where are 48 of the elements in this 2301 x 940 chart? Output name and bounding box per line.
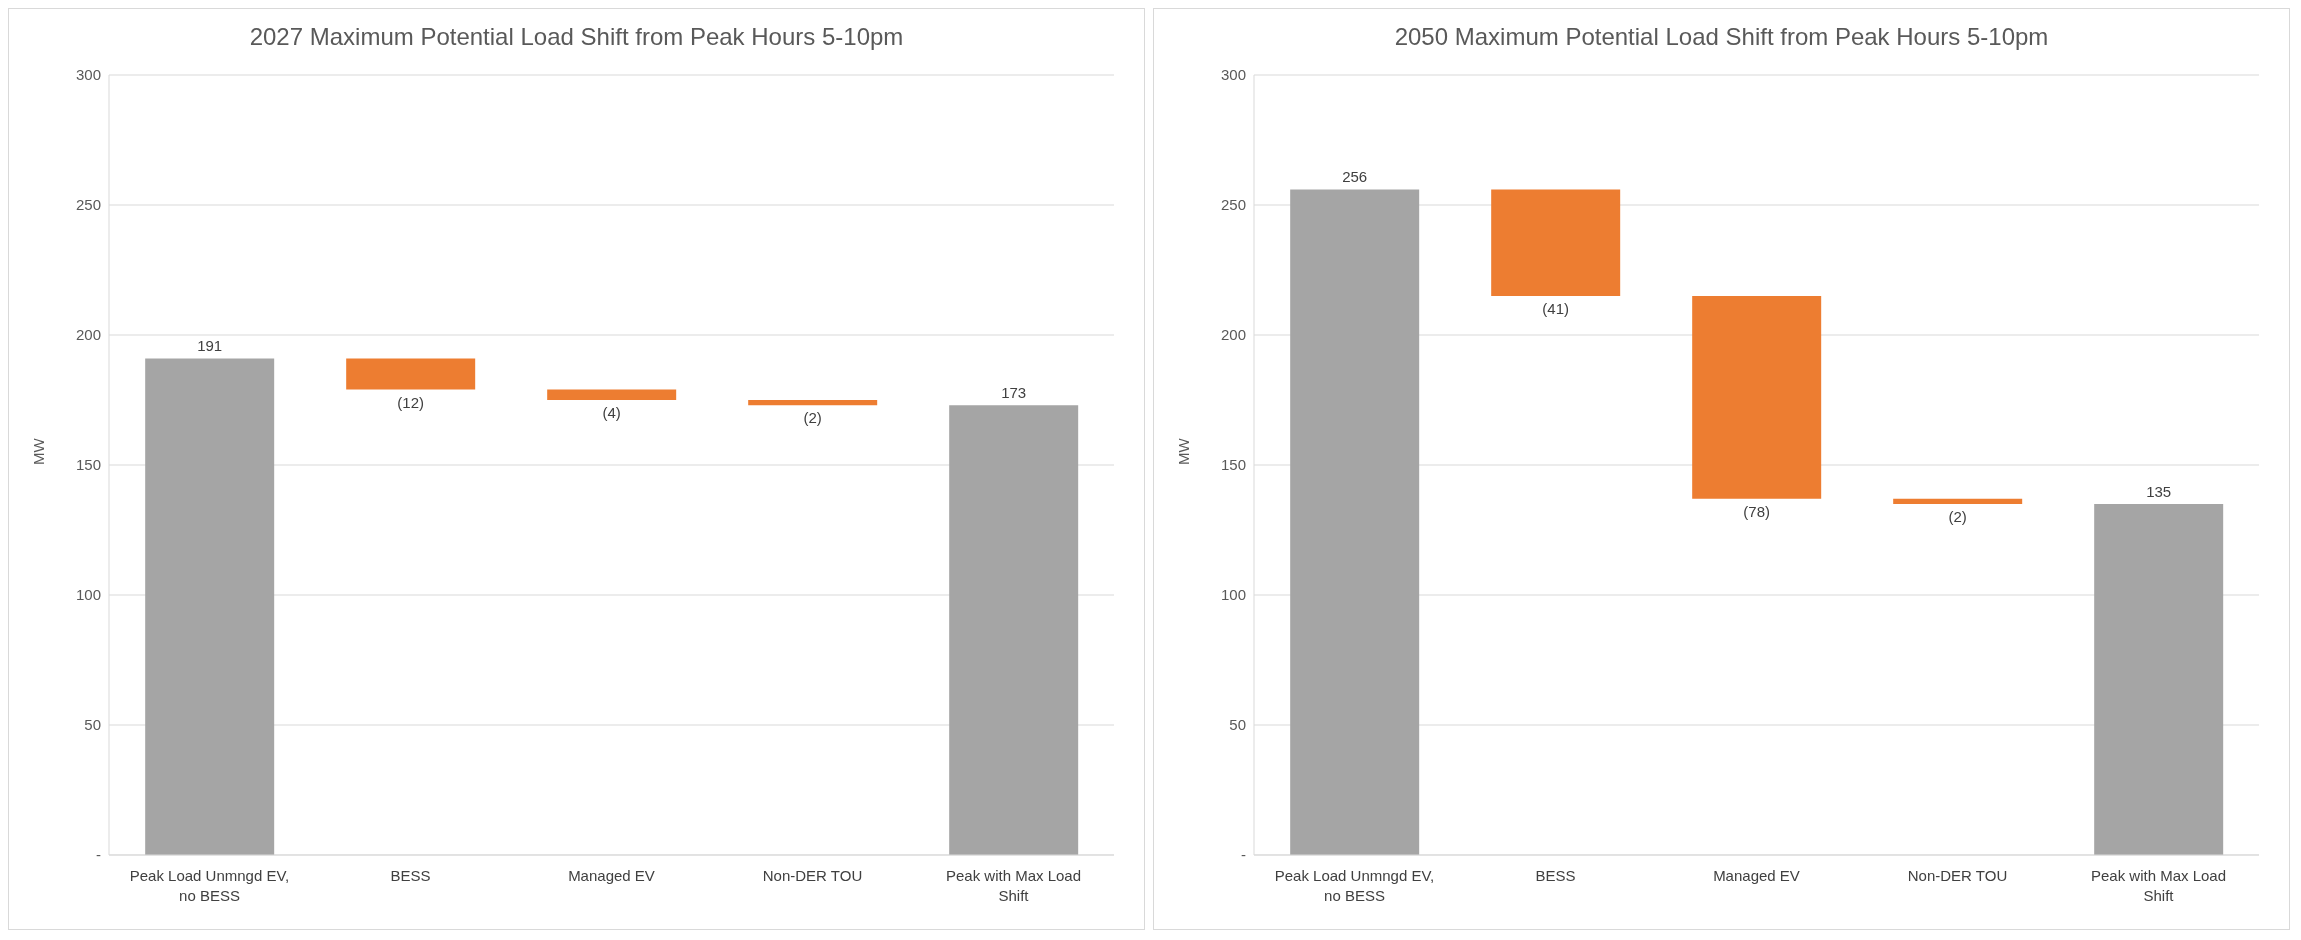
data-label: (2)	[803, 409, 822, 427]
y-tick-label: 250	[1220, 196, 1246, 214]
bar	[1893, 498, 2023, 504]
y-tick-label: 100	[1220, 586, 1246, 604]
y-tick-label: 100	[75, 586, 101, 604]
bar	[346, 358, 476, 390]
data-label: 191	[197, 337, 223, 355]
data-label: 173	[1001, 384, 1027, 402]
x-tick-label: BESS	[390, 867, 431, 884]
y-axis-title: MW	[30, 437, 48, 465]
y-tick-label: 200	[1220, 326, 1246, 344]
y-tick-label: -	[96, 846, 101, 864]
chart-title: 2050 Maximum Potential Load Shift from Peak Hours 5-10pm	[1393, 22, 2050, 52]
x-tick-label: Non-DER TOU	[1907, 867, 2008, 884]
y-tick-label: 300	[75, 66, 101, 84]
bar	[748, 400, 878, 406]
bar	[2094, 504, 2224, 855]
x-tick-label: BESS	[1535, 867, 1576, 884]
x-tick-label: Managed EV	[1713, 867, 1800, 884]
data-label: (12)	[397, 393, 425, 411]
data-label: (78)	[1743, 502, 1771, 520]
data-label: 135	[2146, 483, 2172, 500]
y-tick-label: 50	[1229, 716, 1246, 734]
x-tick-label: Non-DER TOU	[762, 867, 863, 884]
y-tick-label: -	[1241, 846, 1246, 864]
x-tick-label: Peak with Max Load Shift	[2090, 867, 2227, 904]
data-label: (2)	[1948, 508, 1967, 525]
x-tick-label: Peak Load Unmngd EV, no BESS	[1274, 867, 1435, 904]
x-tick-label: Peak Load Unmngd EV, no BESS	[129, 867, 290, 904]
data-label: 256	[1342, 168, 1368, 186]
y-tick-label: 150	[75, 456, 101, 474]
y-tick-label: 300	[1220, 66, 1246, 84]
y-tick-label: 50	[84, 716, 101, 734]
y-tick-label: 250	[75, 196, 101, 214]
x-tick-label: Peak with Max Load Shift	[945, 867, 1082, 904]
data-label: (41)	[1542, 300, 1570, 317]
y-tick-label: 200	[75, 326, 101, 344]
y-tick-label: 150	[1220, 456, 1246, 474]
bar	[1491, 189, 1621, 296]
bar	[1290, 189, 1420, 855]
x-tick-label: Managed EV	[568, 867, 655, 884]
y-axis-title: MW	[1175, 437, 1193, 465]
bar	[145, 358, 275, 855]
chart-title: 2027 Maximum Potential Load Shift from Peak Hours 5-10pm	[248, 22, 905, 52]
bar	[949, 405, 1079, 855]
bar	[547, 389, 677, 400]
data-label: (4)	[602, 404, 621, 421]
bar	[1692, 296, 1822, 499]
